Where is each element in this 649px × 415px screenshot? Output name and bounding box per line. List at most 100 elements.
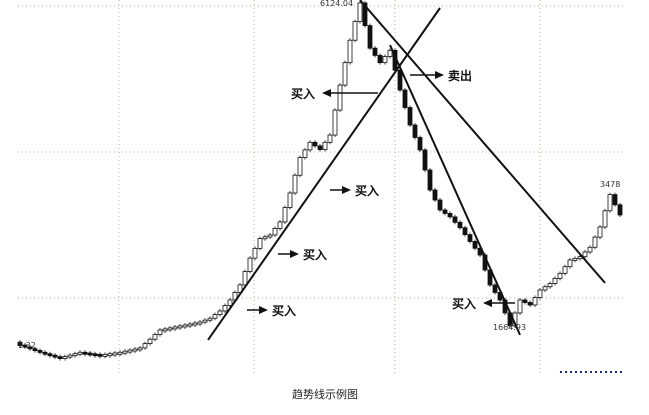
candle-up	[332, 109, 338, 136]
candle-up	[72, 353, 78, 357]
candle-down	[47, 353, 53, 357]
annotations: 买入 卖出 买入 买入 买入 买入	[247, 68, 515, 318]
candle-down	[57, 356, 63, 360]
candle-down	[362, 2, 368, 26]
candle-down	[412, 124, 418, 138]
candle-up	[182, 324, 188, 328]
candle-down	[22, 344, 28, 348]
candle-up	[222, 305, 228, 312]
candle-down	[42, 351, 48, 355]
candle-down	[367, 25, 373, 49]
candle-down	[32, 348, 38, 352]
candle-up	[247, 257, 253, 272]
trendline	[389, 44, 521, 336]
candle-down	[27, 346, 33, 350]
candle-down	[402, 89, 408, 108]
candle-down	[472, 241, 478, 249]
candle-down	[87, 352, 93, 356]
annotation-buy-4: 买入	[247, 304, 296, 318]
candle-up	[282, 207, 288, 223]
trendline	[207, 7, 441, 341]
candle-up	[597, 226, 603, 238]
candle-down	[522, 299, 528, 303]
candle-up	[342, 62, 348, 86]
candle-down	[377, 55, 383, 64]
candle-up	[567, 259, 573, 268]
candle-up	[337, 84, 343, 111]
candle-up	[187, 323, 193, 327]
candle-up	[352, 21, 358, 41]
trendline	[359, 0, 606, 284]
candle-up	[147, 338, 153, 344]
annotation-text: 卖出	[448, 68, 472, 83]
candle-down	[37, 350, 43, 353]
candle-up	[272, 228, 278, 236]
candle-down	[492, 284, 498, 293]
grid	[18, 0, 625, 373]
candle-down	[82, 351, 88, 355]
candle-down	[467, 234, 473, 242]
candle-down	[612, 194, 618, 206]
annotation-text: 买入	[452, 297, 476, 311]
candle-up	[257, 238, 263, 249]
candle-up	[252, 247, 258, 259]
candle-up	[127, 349, 133, 353]
annotation-buy-2: 买入	[330, 184, 379, 198]
candle-up	[382, 56, 388, 64]
candle-up	[132, 348, 138, 352]
candle-up	[267, 234, 273, 238]
candle-up	[172, 326, 178, 330]
candle-down	[397, 69, 403, 91]
candle-down	[527, 302, 533, 306]
candle-down	[442, 209, 448, 214]
candle-down	[407, 107, 413, 126]
annotation-text: 买入	[291, 87, 315, 101]
start-label: 1.32	[18, 341, 36, 350]
candle-up	[197, 321, 203, 325]
candle-down	[432, 189, 438, 201]
candle-up	[117, 351, 123, 355]
trough-label: 1664.93	[493, 323, 526, 332]
trendlines	[207, 0, 606, 341]
annotation-text: 买入	[272, 304, 296, 318]
candle-up	[67, 354, 73, 358]
annotation-buy-5: 买入	[452, 297, 515, 311]
annotation-buy-1: 买入	[291, 87, 378, 101]
candle-up	[297, 157, 303, 176]
candle-up	[542, 286, 548, 291]
candle-up	[387, 49, 393, 57]
chart-title: 趋势线示例图	[292, 387, 358, 401]
end-label: 3478	[600, 180, 620, 189]
candle-up	[562, 266, 568, 274]
candle-up	[152, 334, 158, 340]
candle-up	[322, 141, 328, 150]
candle-down	[17, 343, 23, 346]
annotation-text: 买入	[303, 248, 327, 262]
candle-down	[452, 216, 458, 223]
candle-down	[312, 141, 318, 147]
candle-down	[52, 354, 58, 358]
candle-down	[437, 199, 443, 211]
candle-up	[302, 149, 308, 158]
candle-down	[617, 204, 623, 216]
candle-up	[357, 2, 363, 23]
candle-up	[307, 141, 313, 151]
candle-up	[517, 299, 523, 314]
candle-down	[417, 137, 423, 151]
candle-up	[347, 39, 353, 64]
candle-down	[427, 169, 433, 191]
candle-up	[242, 271, 248, 286]
candle-up	[157, 329, 163, 335]
candle-up	[292, 174, 298, 194]
candle-up	[287, 192, 293, 208]
candle-down	[317, 145, 323, 150]
candle-up	[572, 257, 578, 261]
candle-up	[327, 134, 333, 143]
candle-up	[262, 236, 268, 240]
peak-label: 6124.04	[320, 0, 353, 8]
candle-down	[92, 353, 98, 357]
candle-up	[192, 322, 198, 326]
candle-down	[422, 149, 428, 171]
candle-up	[547, 283, 553, 288]
candle-down	[97, 353, 103, 357]
